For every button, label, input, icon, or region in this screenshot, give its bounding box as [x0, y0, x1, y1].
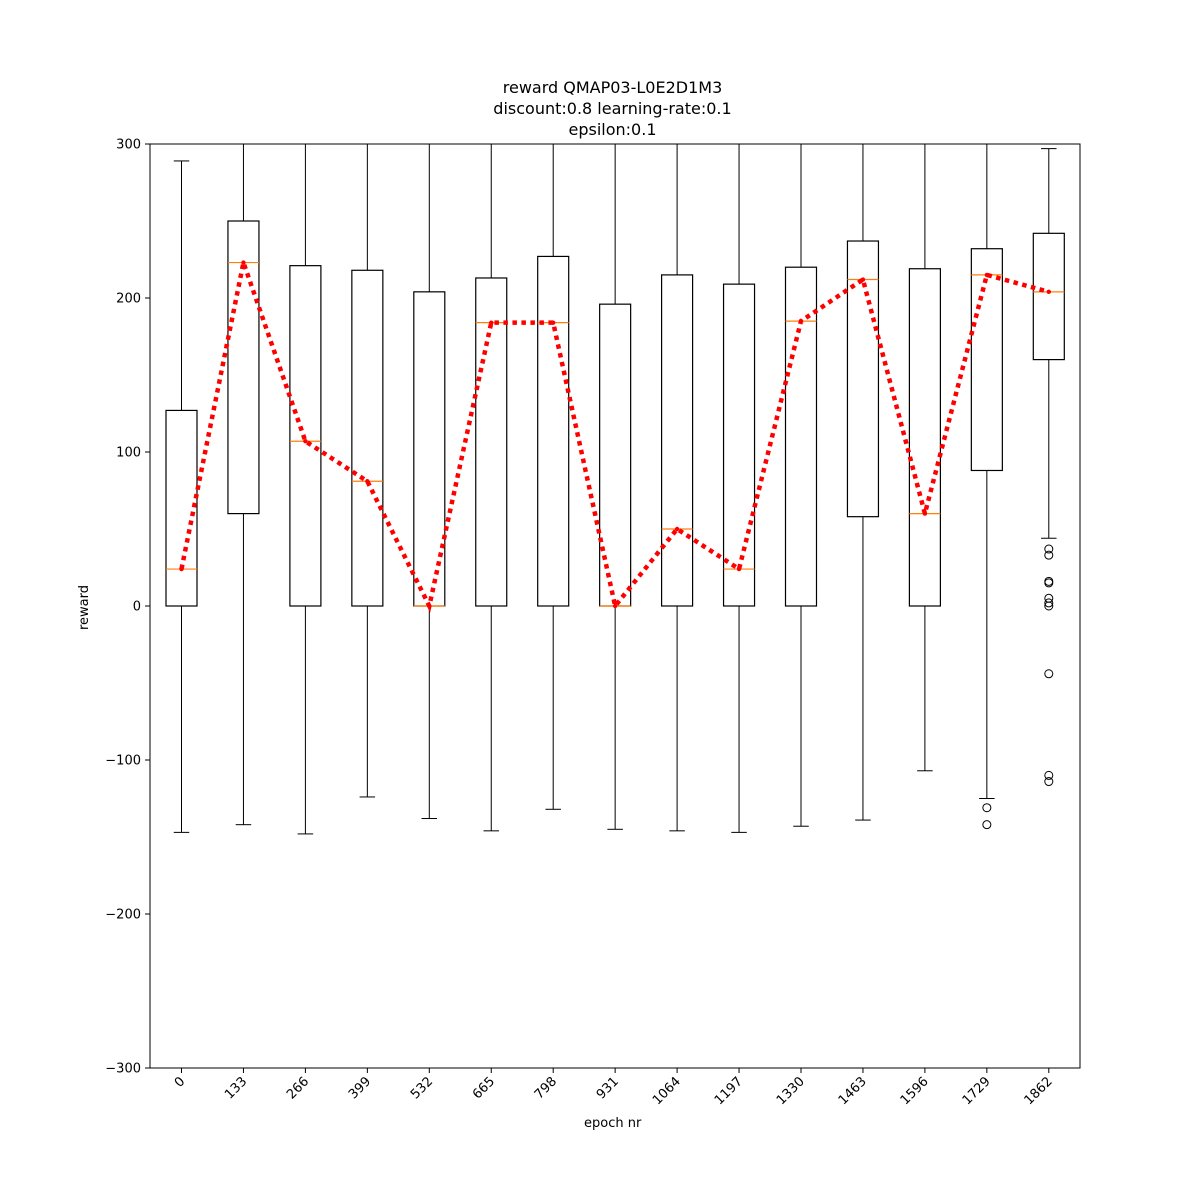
box-iqr — [165, 409, 198, 607]
box-iqr — [537, 255, 570, 607]
outlier-point — [1044, 550, 1054, 560]
x-tick-label: 1463 — [836, 1074, 870, 1108]
y-tick-label: 300 — [116, 138, 141, 153]
x-tick-label: 0 — [172, 1074, 188, 1090]
outlier-point — [1044, 669, 1054, 679]
median-trend-point — [241, 260, 246, 265]
x-tick-label: 133 — [222, 1074, 250, 1102]
box-iqr — [413, 291, 446, 607]
y-tick-label: −300 — [105, 1062, 141, 1077]
box-group-931 — [599, 144, 632, 830]
y-axis-label: reward — [77, 584, 93, 631]
box-group-1197 — [722, 144, 756, 833]
box-iqr — [784, 266, 818, 607]
median-trend-point — [612, 603, 618, 609]
x-tick-label: 1197 — [712, 1074, 746, 1108]
box-iqr — [722, 283, 756, 607]
box-iqr — [599, 303, 632, 607]
x-tick-label: 1862 — [1022, 1074, 1056, 1108]
outlier-point — [1044, 578, 1054, 588]
x-tick-label: 1596 — [898, 1074, 932, 1108]
median-trend-point — [427, 603, 432, 609]
outlier-point — [1044, 544, 1054, 554]
box-iqr — [908, 268, 942, 607]
y-tick-label: 100 — [116, 446, 141, 461]
box-iqr — [351, 269, 384, 607]
box-group-266 — [289, 144, 322, 835]
box-group-1729 — [970, 144, 1003, 830]
y-tick-label: −100 — [105, 754, 141, 769]
median-trend-point — [736, 566, 742, 572]
outlier-point — [1044, 770, 1054, 780]
median-trend-line — [179, 254, 1050, 613]
x-tick-label: 931 — [594, 1074, 622, 1102]
median-trend-point — [674, 526, 680, 532]
x-tick-label: 665 — [470, 1074, 498, 1102]
chart-title-line-1: reward QMAP03-L0E2D1M3 — [502, 78, 723, 97]
median-trend-point — [798, 318, 804, 324]
box-group-1064 — [660, 144, 694, 832]
box-iqr — [475, 277, 508, 607]
median-trend-point — [303, 439, 308, 444]
box-iqr — [289, 265, 322, 607]
outlier-point — [982, 803, 992, 813]
outlier-point — [982, 820, 992, 830]
median-trend-point — [922, 511, 928, 516]
x-tick-label: 1729 — [960, 1074, 994, 1108]
box-group-1862 — [1032, 148, 1065, 787]
chart-title-line-3: epsilon:0.1 — [568, 120, 657, 139]
box-group-798 — [537, 144, 570, 810]
x-tick-label: 1330 — [774, 1074, 808, 1108]
box-iqr — [846, 240, 880, 518]
box-group-1330 — [784, 144, 818, 827]
outlier-point — [1044, 601, 1054, 611]
x-tick-label: 1064 — [650, 1074, 684, 1108]
box-group-0 — [165, 160, 198, 833]
box-iqr — [970, 248, 1003, 472]
x-tick-label: 399 — [346, 1074, 374, 1102]
outlier-point — [1044, 777, 1054, 787]
box-iqr — [227, 220, 260, 515]
box-iqr — [660, 274, 694, 607]
median-trend-point — [1046, 289, 1052, 295]
box-group-1596 — [908, 144, 942, 772]
chart-title-line-2: discount:0.8 learning-rate:0.1 — [493, 99, 732, 118]
outlier-point — [1044, 598, 1054, 608]
x-axis-label: epoch nr — [584, 1116, 642, 1131]
median-trend-point — [179, 566, 184, 572]
median-trend-point — [365, 479, 370, 484]
y-tick-label: −200 — [105, 908, 141, 923]
median-trend-point — [984, 272, 990, 278]
box-group-133 — [227, 144, 260, 826]
y-tick-label: 200 — [116, 292, 141, 307]
x-tick-label: 798 — [532, 1074, 560, 1102]
box-iqr — [1032, 232, 1065, 361]
box-group-665 — [475, 144, 508, 832]
x-tick-label: 266 — [284, 1074, 312, 1102]
box-group-532 — [413, 144, 446, 820]
y-tick-label: 0 — [133, 600, 141, 615]
median-trend-point — [489, 320, 494, 325]
box-group-1463 — [846, 144, 880, 821]
x-tick-label: 532 — [408, 1074, 436, 1102]
median-trend-point — [860, 277, 866, 282]
box-group-399 — [351, 144, 384, 798]
median-trend-point — [551, 320, 556, 325]
outlier-point — [1044, 593, 1054, 603]
